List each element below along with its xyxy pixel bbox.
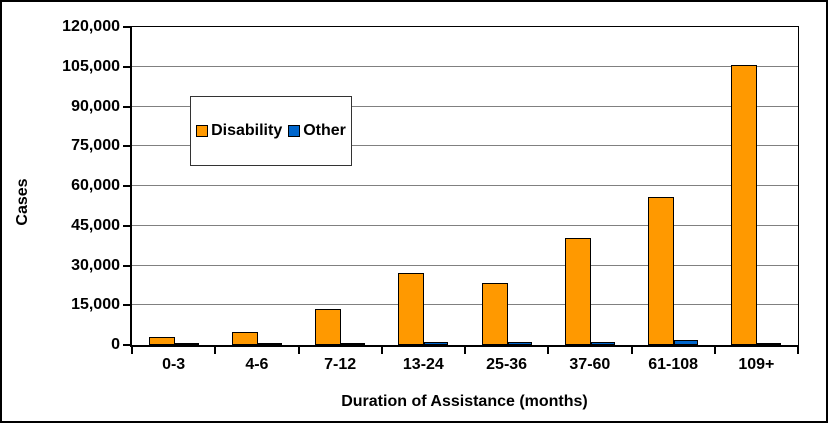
bar-other-0-3 [174,343,199,345]
bar-other-13-24 [424,342,449,345]
x-tick-mark [713,347,716,354]
legend-label-other: Other [303,122,346,139]
bar-disability-13-24 [398,273,425,345]
y-tick-label: 15,000 [71,296,120,314]
y-tick-mark [123,185,130,187]
x-tick-label-4-6: 4-6 [245,356,269,373]
x-tick-label-25-36: 25-36 [486,356,528,373]
bar-group-13-24 [382,27,465,345]
bar-disability-109+ [731,65,758,345]
legend-label-disability: Disability [211,122,283,139]
y-tick-label: 30,000 [71,256,120,274]
x-tick-mark [131,347,133,354]
legend-entry-other: Other [288,122,346,140]
bar-other-109+ [757,343,782,345]
plot-area: Disability Other [130,26,799,347]
bar-other-25-36 [507,342,532,345]
y-tick-mark [123,344,130,346]
bar-disability-4-6 [231,332,258,345]
x-tick-mark [547,347,550,354]
y-tick-label: 105,000 [62,57,120,75]
bar-group-25-36 [465,27,548,345]
x-tick-label-7-12: 7-12 [324,356,357,373]
y-tick-mark [123,105,130,108]
y-tick-mark [123,304,130,307]
y-tick-mark [123,224,130,227]
legend-swatch-disability-icon [196,125,209,137]
y-tick-label: 120,000 [62,18,120,35]
gridline [132,105,798,107]
gridline [132,304,798,306]
bar-other-61-108 [674,340,699,345]
bar-disability-61-108 [648,197,675,345]
y-tick-mark [123,26,130,28]
bar-disability-0-3 [148,337,175,345]
y-tick-label: 90,000 [71,97,120,115]
x-tick-mark [464,347,466,354]
bar-group-7-12 [299,27,382,345]
legend-swatch-other-icon [288,125,301,137]
y-tick-label: 0 [111,336,120,353]
y-tick-label: 75,000 [71,137,120,155]
gridline [132,185,798,186]
x-tick-mark [630,347,633,354]
y-tick-mark [123,145,130,148]
legend-entry-disability: Disability [196,122,282,140]
y-tick-label: 45,000 [71,216,120,234]
gridline [132,224,798,226]
x-tick-mark [797,347,799,354]
bar-group-0-3 [132,27,215,345]
bar-disability-25-36 [481,283,508,345]
legend: Disability Other [190,96,352,166]
x-tick-label-13-24: 13-24 [402,356,444,373]
bar-other-4-6 [257,343,282,345]
bar-group-37-60 [548,27,631,345]
bar-group-109+ [715,27,798,345]
bar-other-37-60 [590,342,615,345]
bar-group-61-108 [632,27,715,345]
x-axis-title: Duration of Assistance (months) [341,393,588,410]
gridline [132,264,798,266]
gridline [132,145,798,147]
bar-disability-7-12 [315,309,342,345]
x-tick-label-61-108: 61-108 [648,356,699,373]
y-tick-mark [123,65,130,68]
x-tick-label-0-3: 0-3 [162,356,186,373]
bar-group-4-6 [215,27,298,345]
x-tick-label-109+: 109+ [738,356,775,373]
x-tick-mark [297,347,300,354]
x-tick-mark [214,347,217,354]
y-tick-mark [123,264,130,267]
bar-disability-37-60 [564,238,591,345]
x-tick-mark [380,347,383,354]
gridline [132,65,798,67]
y-tick-label: 60,000 [71,177,120,194]
bar-other-7-12 [341,343,366,345]
x-tick-label-37-60: 37-60 [569,356,611,373]
